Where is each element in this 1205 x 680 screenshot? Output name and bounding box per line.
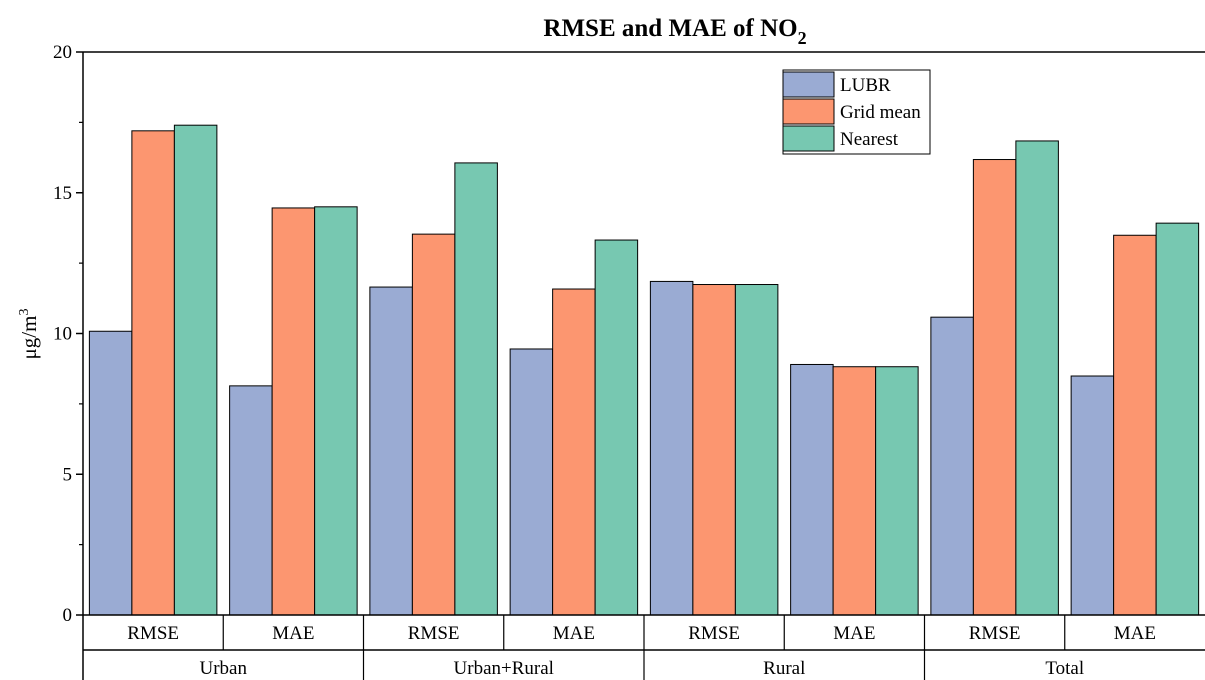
bar-lubr-1 — [229, 385, 273, 616]
y-axis-label-superscript: 3 — [17, 309, 32, 316]
bar-lubr-3 — [509, 348, 554, 616]
chart-title: RMSE and MAE of NO2 — [543, 15, 806, 48]
bar-lubr-6 — [930, 316, 974, 616]
y-tick-label: 5 — [63, 464, 73, 485]
bar-nearest-3 — [594, 239, 639, 616]
x-category-label: RMSE — [688, 623, 740, 644]
y-axis-label-main: μg/m — [17, 316, 41, 360]
bar-grid-mean-0 — [131, 130, 175, 616]
legend-swatch — [782, 71, 835, 98]
y-tick-label: 10 — [53, 324, 72, 345]
bar-nearest-4 — [734, 284, 779, 616]
x-category-label: RMSE — [127, 623, 179, 644]
bar-grid-mean-6 — [972, 159, 1017, 616]
bar-nearest-0 — [173, 124, 218, 616]
bar-grid-mean-1 — [271, 207, 316, 616]
x-group-label: Urban+Rural — [454, 658, 554, 679]
bar-lubr-5 — [790, 363, 834, 616]
legend-label: LUBR — [840, 75, 891, 96]
legend-label: Grid mean — [840, 102, 921, 123]
x-category-label: MAE — [553, 623, 595, 644]
y-tick-label: 15 — [53, 183, 72, 204]
x-group-label: Urban — [200, 658, 248, 679]
bar-grid-mean-7 — [1113, 234, 1157, 616]
x-group-label: Rural — [763, 658, 805, 679]
y-tick-label: 20 — [53, 42, 72, 63]
bar-grid-mean-3 — [552, 288, 596, 616]
legend-label: Nearest — [840, 129, 899, 150]
chart-title-subscript: 2 — [798, 28, 807, 48]
bar-nearest-7 — [1155, 222, 1200, 616]
bar-lubr-4 — [649, 280, 694, 616]
bar-nearest-2 — [454, 162, 498, 616]
legend-swatch — [782, 125, 835, 152]
x-group-label: Total — [1045, 658, 1084, 679]
bar-lubr-7 — [1070, 375, 1115, 616]
bar-nearest-5 — [875, 366, 919, 616]
bar-nearest-6 — [1015, 140, 1059, 616]
bar-grid-mean-4 — [692, 284, 736, 616]
x-axis-categories: RMSE MAE RMSE MAE RMSE MAE RMSE MAE Urban Urban+R… — [83, 615, 1205, 680]
y-tick-label: 0 — [63, 605, 73, 626]
x-category-label: RMSE — [408, 623, 460, 644]
bar-lubr-0 — [88, 330, 133, 616]
bar-grid-mean-5 — [832, 366, 877, 616]
x-category-label: MAE — [272, 623, 314, 644]
x-category-label: MAE — [1114, 623, 1156, 644]
x-category-label: MAE — [833, 623, 875, 644]
legend-swatch — [782, 98, 835, 125]
bar-grid-mean-2 — [411, 233, 456, 616]
plot-area — [88, 124, 1200, 616]
bar-nearest-1 — [314, 206, 358, 616]
x-category-label: RMSE — [969, 623, 1021, 644]
legend: LUBR Grid mean Nearest — [782, 69, 931, 155]
y-axis-label: μg/m3 — [17, 309, 41, 360]
chart-title-main: RMSE and MAE of NO — [543, 15, 797, 42]
bar-lubr-2 — [369, 286, 413, 616]
